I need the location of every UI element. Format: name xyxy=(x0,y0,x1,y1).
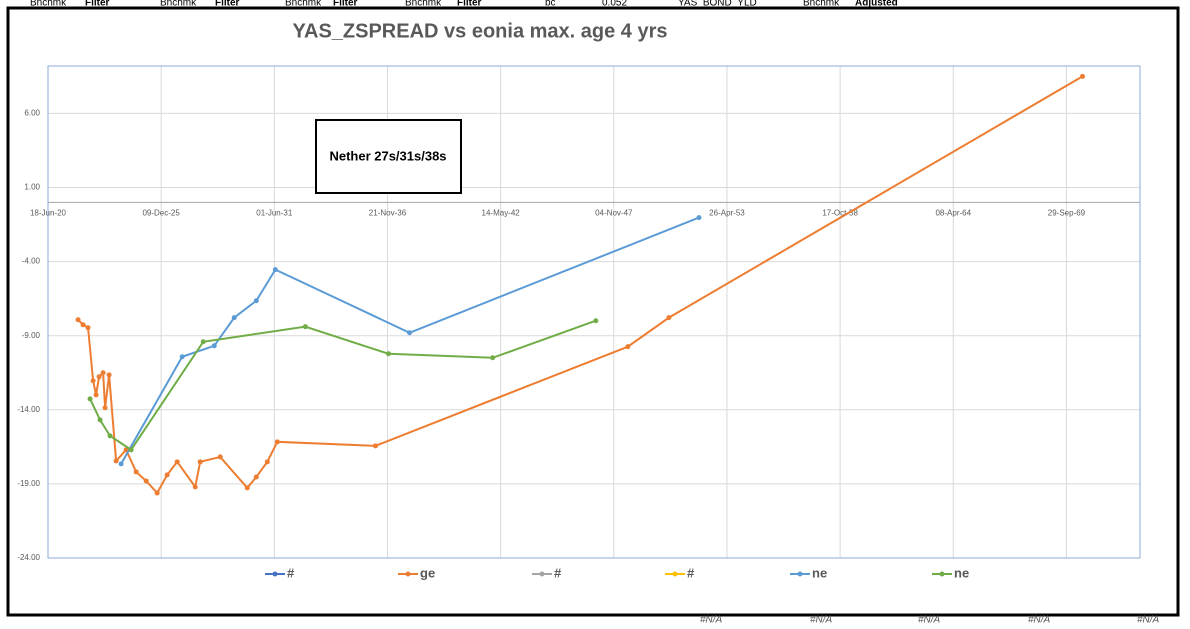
legend-label: ge xyxy=(420,565,435,580)
sheet-cell: YAS_BOND_YLD xyxy=(678,0,757,9)
data-point xyxy=(231,315,237,321)
sheet-cell: Bnchmk xyxy=(30,0,67,9)
x-tick-label: 29-Sep-69 xyxy=(1048,208,1086,217)
sheet-cell: #N/A xyxy=(918,615,941,624)
y-tick-label: 6.00 xyxy=(24,109,40,118)
data-point xyxy=(97,417,103,423)
data-point xyxy=(164,472,170,478)
data-point xyxy=(118,461,124,467)
y-tick-label: -14.00 xyxy=(17,405,40,414)
x-tick-label: 17-Oct-58 xyxy=(822,208,858,217)
data-point xyxy=(200,339,206,345)
data-point xyxy=(133,469,139,475)
data-point xyxy=(274,439,280,445)
data-point xyxy=(490,355,496,361)
sheet-cell: 0.052 xyxy=(602,0,627,9)
y-tick-label: -24.00 xyxy=(17,553,40,562)
data-point xyxy=(106,372,112,378)
sheet-cell: #N/A xyxy=(700,615,723,624)
legend-marker xyxy=(405,571,411,577)
legend-marker xyxy=(797,571,803,577)
annotation-box xyxy=(315,119,462,194)
data-point xyxy=(302,324,308,330)
sheet-cell: Filter xyxy=(215,0,240,9)
data-point xyxy=(372,443,378,449)
data-point xyxy=(253,298,259,304)
x-tick-label: 21-Nov-36 xyxy=(369,208,407,217)
data-point xyxy=(113,458,119,464)
data-point xyxy=(102,405,108,411)
data-point xyxy=(154,490,160,496)
data-point xyxy=(272,267,278,273)
data-point xyxy=(87,396,93,402)
plot-area xyxy=(47,65,1141,559)
legend-label: ne xyxy=(954,565,969,580)
data-point xyxy=(253,474,259,480)
data-point xyxy=(90,378,96,384)
y-tick-label: -4.00 xyxy=(22,257,41,266)
data-point xyxy=(386,351,392,357)
data-point xyxy=(93,392,99,398)
data-point xyxy=(1080,73,1086,79)
sheet-cell: Bnchmk xyxy=(285,0,322,9)
sheet-cell: Bnchmk xyxy=(803,0,840,9)
data-point xyxy=(100,370,106,376)
legend-marker xyxy=(272,571,278,577)
legend-label: # xyxy=(687,565,695,580)
legend-marker xyxy=(539,571,545,577)
sheet-cell: #N/A xyxy=(1028,615,1051,624)
chart-frame xyxy=(6,6,1180,617)
data-point xyxy=(128,447,134,453)
data-point xyxy=(192,484,198,490)
x-tick-label: 01-Jun-31 xyxy=(256,208,293,217)
legend-marker xyxy=(939,571,945,577)
x-tick-label: 08-Apr-64 xyxy=(935,208,971,217)
sheet-cell: Bnchmk xyxy=(405,0,442,9)
y-tick-label: -9.00 xyxy=(22,331,41,340)
x-tick-label: 26-Apr-53 xyxy=(709,208,745,217)
x-tick-label: 09-Dec-25 xyxy=(142,208,180,217)
data-point xyxy=(244,485,250,491)
data-point xyxy=(217,454,223,460)
x-tick-label: 18-Jun-20 xyxy=(30,208,67,217)
data-point xyxy=(593,318,599,324)
data-point xyxy=(143,478,149,484)
x-tick-label: 14-May-42 xyxy=(482,208,521,217)
data-point xyxy=(80,322,86,328)
legend-label: # xyxy=(554,565,562,580)
legend-marker xyxy=(672,571,678,577)
x-tick-label: 04-Nov-47 xyxy=(595,208,633,217)
sheet-cell: #N/A xyxy=(810,615,833,624)
data-point xyxy=(197,459,203,465)
sheet-cell: Filter xyxy=(333,0,358,9)
sheet-cell: Adjusted xyxy=(855,0,898,9)
series-line xyxy=(120,216,700,465)
data-point xyxy=(264,459,270,465)
y-tick-label: 1.00 xyxy=(24,183,40,192)
data-point xyxy=(85,325,91,331)
sheet-cell: Bnchmk xyxy=(160,0,197,9)
data-point xyxy=(179,354,185,360)
sheet-cell: #N/A xyxy=(1137,615,1160,624)
sheet-cell: Filter xyxy=(85,0,110,9)
legend-label: ne xyxy=(812,565,827,580)
data-point xyxy=(666,315,672,321)
data-point xyxy=(211,343,217,349)
sheet-cell: bc xyxy=(545,0,556,9)
data-point xyxy=(625,344,631,350)
y-tick-label: -19.00 xyxy=(17,479,40,488)
annotation: Nether 27s/31s/38s xyxy=(329,148,446,163)
data-point xyxy=(75,317,81,323)
data-point xyxy=(96,374,102,380)
data-point xyxy=(696,215,702,221)
data-point xyxy=(107,433,113,439)
chart-title: YAS_ZSPREAD vs eonia max. age 4 yrs xyxy=(293,20,668,42)
legend-label: # xyxy=(287,565,295,580)
data-point xyxy=(407,330,413,336)
data-point xyxy=(174,459,180,465)
sheet-cell: Filter xyxy=(457,0,482,9)
